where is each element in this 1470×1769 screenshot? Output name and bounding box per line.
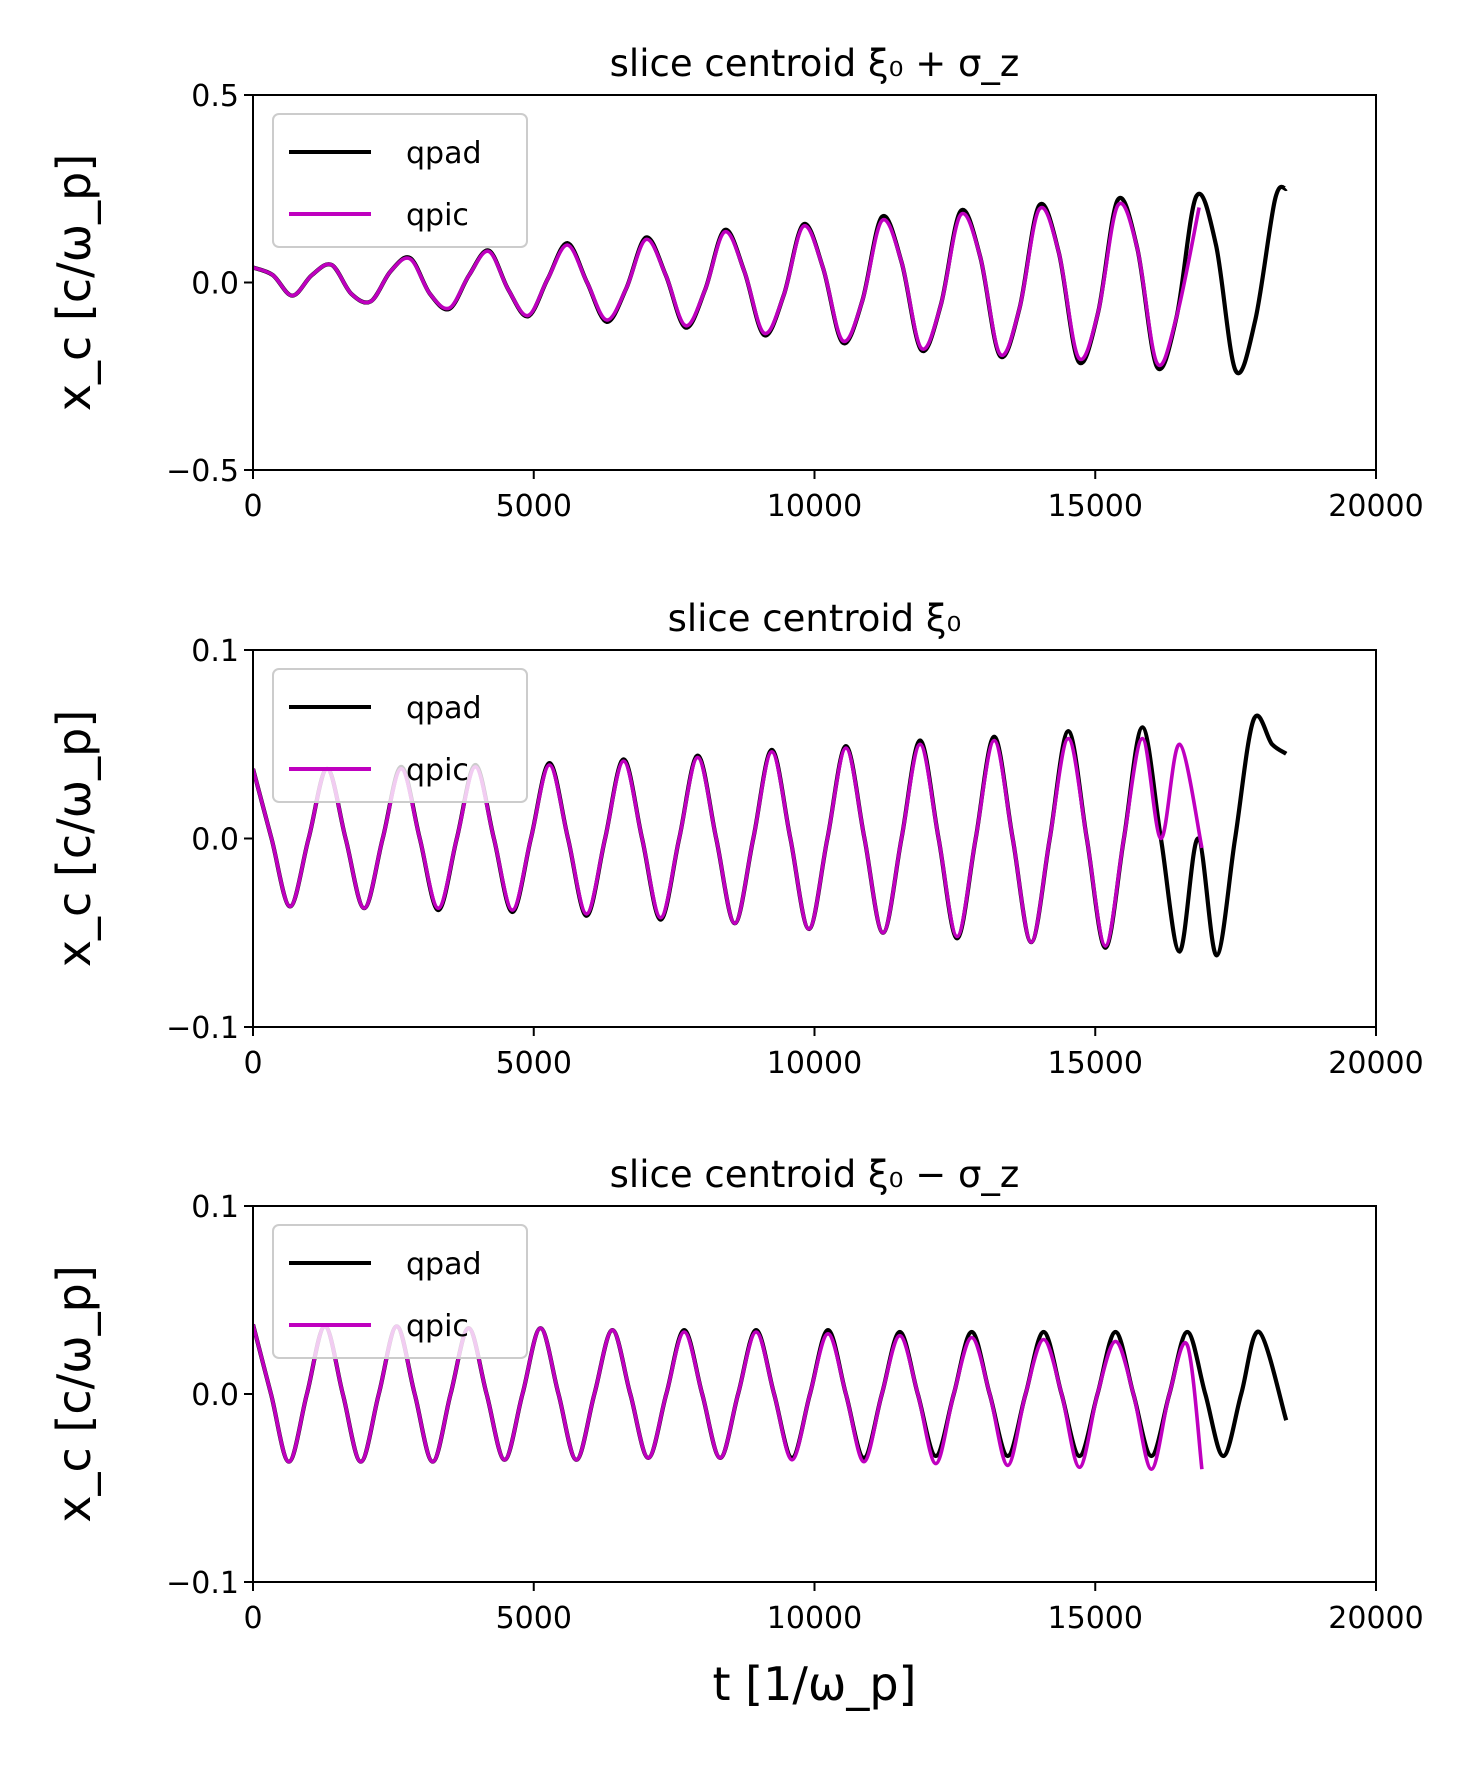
y-tick-label: 0.0 xyxy=(191,823,239,858)
legend-label-qpad: qpad xyxy=(406,691,482,726)
legend-box xyxy=(272,1224,528,1359)
y-tick-label: 0.0 xyxy=(191,267,239,302)
legend: qpad qpic xyxy=(272,113,528,248)
chart-title: slice centroid ξ₀ − σ_z xyxy=(610,1153,1020,1196)
y-tick-label: −0.5 xyxy=(166,454,239,489)
x-axis-label: t [1/ω_p] xyxy=(712,1657,916,1711)
chart-panel-2: 0 5000 10000 15000 20000 0.1 0.0 −0.1 slice cent… xyxy=(47,597,1424,1081)
x-tick-label: 5000 xyxy=(496,489,572,524)
y-axis-label: x_c [c/ω_p] xyxy=(47,710,101,968)
x-tick-label: 20000 xyxy=(1328,1046,1423,1081)
legend-label-qpic: qpic xyxy=(406,1309,469,1344)
y-tick-label: 0.5 xyxy=(191,79,239,114)
x-tick-label: 15000 xyxy=(1048,489,1143,524)
x-tick-label: 15000 xyxy=(1048,1601,1143,1636)
x-tick-label: 0 xyxy=(243,1601,262,1636)
chart-panel-3: 0 5000 10000 15000 20000 0.1 0.0 −0.1 slice cent… xyxy=(47,1153,1424,1711)
legend: qpad qpic xyxy=(272,1224,528,1359)
series-line-qpic xyxy=(253,1323,1204,1471)
x-tick-label: 0 xyxy=(243,489,262,524)
legend-box xyxy=(272,113,528,248)
y-tick-label: 0.1 xyxy=(191,634,239,669)
y-tick-label: 0.1 xyxy=(191,1190,239,1225)
y-axis-label: x_c [c/ω_p] xyxy=(47,1265,101,1523)
x-tick-label: 10000 xyxy=(767,1601,862,1636)
legend-label-qpic: qpic xyxy=(406,198,469,233)
series-line-qpic xyxy=(253,736,1204,948)
legend-label-qpad: qpad xyxy=(406,1247,482,1282)
x-tick-label: 20000 xyxy=(1328,489,1423,524)
chart-title: slice centroid ξ₀ xyxy=(668,597,962,640)
x-tick-label: 0 xyxy=(243,1046,262,1081)
y-tick-label: −0.1 xyxy=(166,1011,239,1046)
x-tick-label: 15000 xyxy=(1048,1046,1143,1081)
legend: qpad qpic xyxy=(272,668,528,803)
legend-label-qpad: qpad xyxy=(406,136,482,171)
y-tick-label: 0.0 xyxy=(191,1378,239,1413)
chart-title: slice centroid ξ₀ + σ_z xyxy=(610,42,1020,85)
x-tick-label: 20000 xyxy=(1328,1601,1423,1636)
x-tick-label: 10000 xyxy=(767,1046,862,1081)
y-tick-label: −0.1 xyxy=(166,1566,239,1601)
series-line-qpic xyxy=(253,201,1201,368)
legend-box xyxy=(272,668,528,803)
legend-label-qpic: qpic xyxy=(406,753,469,788)
chart-panel-1: 0 5000 10000 15000 20000 0.5 0.0 −0.5 slice cent… xyxy=(47,42,1424,524)
x-tick-label: 10000 xyxy=(767,489,862,524)
y-axis-label: x_c [c/ω_p] xyxy=(47,154,101,412)
x-tick-label: 5000 xyxy=(496,1046,572,1081)
x-tick-label: 5000 xyxy=(496,1601,572,1636)
